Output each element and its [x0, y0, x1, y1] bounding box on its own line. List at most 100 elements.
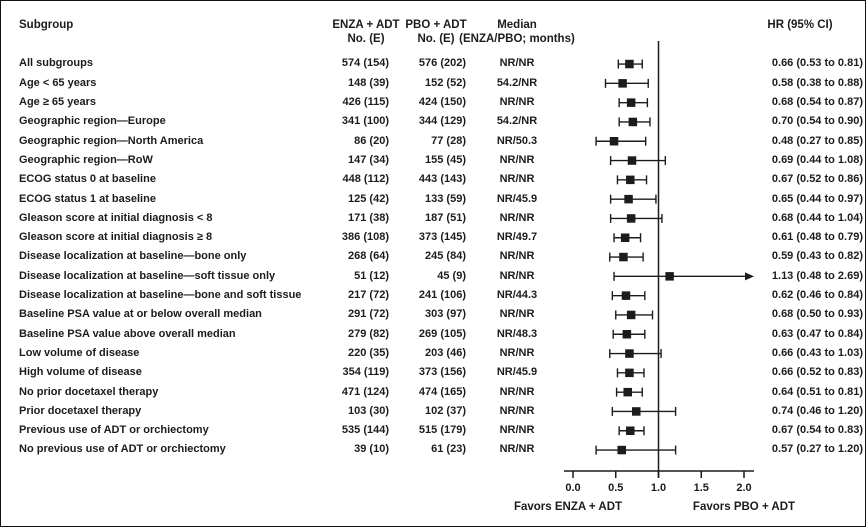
subgroup-row: Age < 65 years 148 (39) 152 (52) 54.2/NR 0.5… [1, 74, 865, 93]
subgroup-row: Baseline PSA value above overall median 2… [1, 325, 865, 344]
enza-count-value: 426 (115) [342, 96, 389, 108]
median-value: NR/NR [499, 57, 535, 70]
subgroup-label: Age < 65 years [19, 76, 97, 89]
enza-count-value: 217 (72) [348, 289, 389, 301]
pbo-count-value: 303 (97) [425, 308, 466, 321]
subgroup-row: Disease localization at baseline—bone an… [1, 286, 865, 305]
hr-ci-value: 0.66 (0.43 to 1.03) [771, 346, 863, 359]
pbo-count-value: 474 (165) [418, 385, 466, 398]
subgroup-label: ECOG status 0 at baseline [19, 173, 156, 186]
median-value: NR/NR [499, 424, 535, 437]
hr-ci-value: 0.68 (0.54 to 0.87) [771, 96, 863, 108]
median-value: NR/NR [499, 404, 535, 417]
median-value: NR/NR [499, 308, 535, 321]
enza-count-value: 354 (119) [342, 366, 389, 379]
enza-count-value: 279 (82) [348, 327, 389, 340]
subgroup-label: Gleason score at initial diagnosis ≥ 8 [19, 231, 213, 244]
pbo-count-value: 373 (145) [418, 231, 466, 244]
column-header-pbo: PBO + ADT No. (E) [386, 19, 486, 46]
pbo-count-value: 269 (105) [418, 327, 466, 340]
pbo-count-value: 152 (52) [425, 76, 466, 89]
subgroup-row: ECOG status 0 at baseline 448 (112) 443 (1… [1, 170, 865, 189]
subgroup-row: No prior docetaxel therapy 471 (124) 474 (… [1, 383, 865, 402]
pbo-count-value: 576 (202) [418, 57, 466, 70]
enza-count-value: 51 (12) [354, 269, 389, 282]
median-value: NR/NR [499, 385, 535, 398]
hr-ci-value: 0.68 (0.44 to 1.04) [771, 211, 863, 224]
subgroup-label: Geographic region—North America [19, 134, 204, 147]
pbo-count-value: 187 (51) [425, 211, 466, 224]
subgroup-row: Previous use of ADT or orchiectomy 535 (1… [1, 421, 865, 440]
enza-count-value: 125 (42) [348, 192, 389, 205]
pbo-count-value: 245 (84) [425, 250, 466, 263]
enza-count-value: 471 (124) [341, 385, 389, 398]
favors-pbo-label: Favors PBO + ADT [692, 501, 796, 513]
hr-ci-value: 1.13 (0.48 to 2.69) [771, 269, 863, 282]
x-axis-tick-label: 0.5 [608, 482, 624, 494]
median-value: NR/45.9 [496, 366, 538, 379]
subgroup-row: No previous use of ADT or orchiectomy 39 … [1, 440, 865, 459]
enza-count-value: 171 (38) [348, 211, 389, 224]
hr-ci-value: 0.58 (0.38 to 0.88) [771, 76, 863, 89]
median-value: NR/NR [499, 173, 535, 186]
subgroup-label: Geographic region—Europe [19, 115, 166, 128]
hr-ci-value: 0.68 (0.50 to 0.93) [771, 308, 863, 321]
enza-count-value: 448 (112) [342, 173, 389, 186]
median-value: NR/NR [499, 96, 535, 108]
hr-ci-value: 0.59 (0.43 to 0.82) [771, 250, 863, 263]
enza-count-value: 86 (20) [354, 134, 389, 147]
median-value: NR/NR [499, 250, 535, 263]
subgroup-label: Age ≥ 65 years [19, 96, 96, 108]
subgroup-row: Disease localization at baseline—bone on… [1, 247, 865, 266]
subgroup-label: Prior docetaxel therapy [19, 404, 142, 417]
subgroup-row: Gleason score at initial diagnosis ≥ 8 38… [1, 228, 865, 247]
pbo-count-value: 241 (106) [418, 289, 466, 301]
pbo-count-value: 424 (150) [418, 96, 466, 108]
column-header-pbo-line2: No. (E) [417, 32, 455, 45]
median-value: NR/45.9 [496, 192, 538, 205]
subgroup-label: All subgroups [19, 57, 93, 70]
x-axis-tick-label: 1.0 [650, 482, 667, 494]
pbo-count-value: 102 (37) [425, 404, 466, 417]
x-axis-tick-label: 0.0 [565, 482, 581, 494]
column-header-pbo-line1: PBO + ADT [405, 19, 467, 31]
median-value: NR/NR [499, 269, 535, 282]
subgroup-label: ECOG status 1 at baseline [19, 192, 156, 205]
subgroup-label: Baseline PSA value at or below overall m… [19, 308, 262, 321]
x-axis-tick-label: 2.0 [736, 482, 752, 494]
hr-ci-value: 0.62 (0.46 to 0.84) [771, 289, 863, 301]
subgroup-row: Geographic region—RoW 147 (34) 155 (45) NR/… [1, 151, 865, 170]
median-value: NR/NR [499, 211, 535, 224]
hr-ci-value: 0.63 (0.47 to 0.84) [771, 327, 863, 340]
hr-ci-value: 0.74 (0.46 to 1.20) [771, 404, 863, 417]
median-value: 54.2/NR [496, 76, 538, 89]
subgroup-label: Disease localization at baseline—bone an… [19, 289, 302, 301]
subgroup-label: Disease localization at baseline—bone on… [19, 250, 247, 263]
subgroup-row: Geographic region—Europe 341 (100) 344 (12… [1, 112, 865, 131]
column-header-enza-line1: ENZA + ADT [332, 19, 400, 31]
pbo-count-value: 443 (143) [418, 173, 466, 186]
column-header-enza: ENZA + ADT No. (E) [316, 19, 416, 46]
enza-count-value: 574 (154) [341, 57, 389, 70]
column-header-median-line2: (ENZA/PBO; months) [459, 32, 575, 45]
median-value: NR/50.3 [496, 134, 538, 147]
subgroup-row: Low volume of disease 220 (35) 203 (46) NR/… [1, 344, 865, 363]
enza-count-value: 386 (108) [341, 231, 389, 244]
pbo-count-value: 61 (23) [431, 443, 466, 456]
x-axis-tick-label: 1.5 [693, 482, 709, 494]
hr-ci-value: 0.69 (0.44 to 1.08) [771, 153, 863, 166]
enza-count-value: 39 (10) [354, 443, 389, 456]
hr-ci-value: 0.66 (0.52 to 0.83) [771, 366, 863, 379]
subgroup-row: All subgroups 574 (154) 576 (202) NR/NR 0.66… [1, 54, 865, 73]
column-header-hr: HR (95% CI) [767, 19, 833, 31]
hr-ci-value: 0.67 (0.52 to 0.86) [771, 173, 863, 186]
median-value: NR/49.7 [496, 231, 538, 244]
subgroup-row: Disease localization at baseline—soft ti… [1, 267, 865, 286]
subgroup-row: High volume of disease 354 (119) 373 (156)… [1, 363, 865, 382]
hr-ci-value: 0.61 (0.48 to 0.79) [771, 231, 863, 244]
subgroup-label: Previous use of ADT or orchiectomy [19, 424, 209, 437]
hr-ci-value: 0.57 (0.27 to 1.20) [771, 443, 863, 456]
subgroup-row: Gleason score at initial diagnosis < 8 17… [1, 209, 865, 228]
column-header-enza-line2: No. (E) [347, 32, 385, 45]
